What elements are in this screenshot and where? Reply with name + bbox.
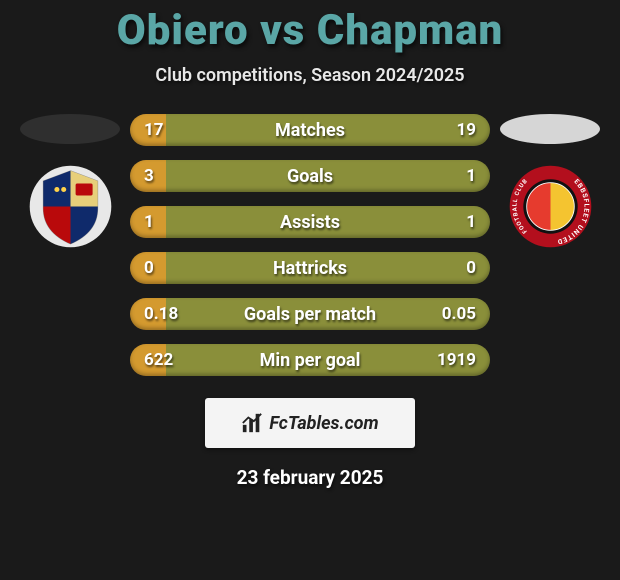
stat-row: 0 Hattricks 0 [130, 252, 490, 284]
stat-left-value: 3 [144, 166, 154, 186]
player-left-silhouette [20, 114, 120, 144]
branding-badge[interactable]: FcTables.com [205, 398, 415, 448]
stat-right-value: 1919 [437, 350, 476, 370]
stat-right-value: 0 [466, 258, 476, 278]
chart-icon [241, 412, 263, 434]
stat-left-value: 0.18 [144, 304, 178, 324]
page-title: Obiero vs Chapman [0, 0, 620, 55]
stat-label: Min per goal [260, 350, 361, 371]
shield-icon [28, 164, 113, 249]
stat-left-value: 0 [144, 258, 154, 278]
ring-badge-icon: EBBSFLEET UNITED FOOTBALL CLUB [508, 164, 593, 249]
comparison-panel: 17 Matches 19 3 Goals 1 1 Assists 1 0 Hattricks 0 0.… [0, 114, 620, 376]
player-left-name: Obiero [117, 6, 249, 55]
stat-label: Goals per match [244, 304, 376, 325]
stat-right-value: 0.05 [442, 304, 476, 324]
player-right-silhouette [500, 114, 600, 144]
player-right-name: Chapman [317, 6, 503, 55]
vs-separator: vs [260, 6, 305, 55]
date-label: 23 february 2025 [0, 466, 620, 489]
subtitle: Club competitions, Season 2024/2025 [0, 65, 620, 86]
stat-label: Matches [275, 120, 345, 141]
stat-left-value: 1 [144, 212, 154, 232]
stat-right-value: 1 [466, 212, 476, 232]
stat-row: 622 Min per goal 1919 [130, 344, 490, 376]
stat-label: Goals [287, 166, 333, 187]
stat-right-value: 1 [466, 166, 476, 186]
club-crest-left [28, 164, 113, 249]
stat-left-value: 17 [144, 120, 164, 140]
stat-label: Assists [280, 212, 340, 233]
right-side: EBBSFLEET UNITED FOOTBALL CLUB [490, 114, 610, 249]
stat-row: 17 Matches 19 [130, 114, 490, 146]
stat-right-value: 19 [456, 120, 476, 140]
stats-table: 17 Matches 19 3 Goals 1 1 Assists 1 0 Hattricks 0 0.… [130, 114, 490, 376]
stat-row: 3 Goals 1 [130, 160, 490, 192]
stat-row: 0.18 Goals per match 0.05 [130, 298, 490, 330]
stat-left-value: 622 [144, 350, 173, 370]
branding-text: FcTables.com [269, 413, 378, 434]
left-side [10, 114, 130, 249]
stat-row: 1 Assists 1 [130, 206, 490, 238]
club-crest-right: EBBSFLEET UNITED FOOTBALL CLUB [508, 164, 593, 249]
stat-label: Hattricks [273, 258, 347, 279]
